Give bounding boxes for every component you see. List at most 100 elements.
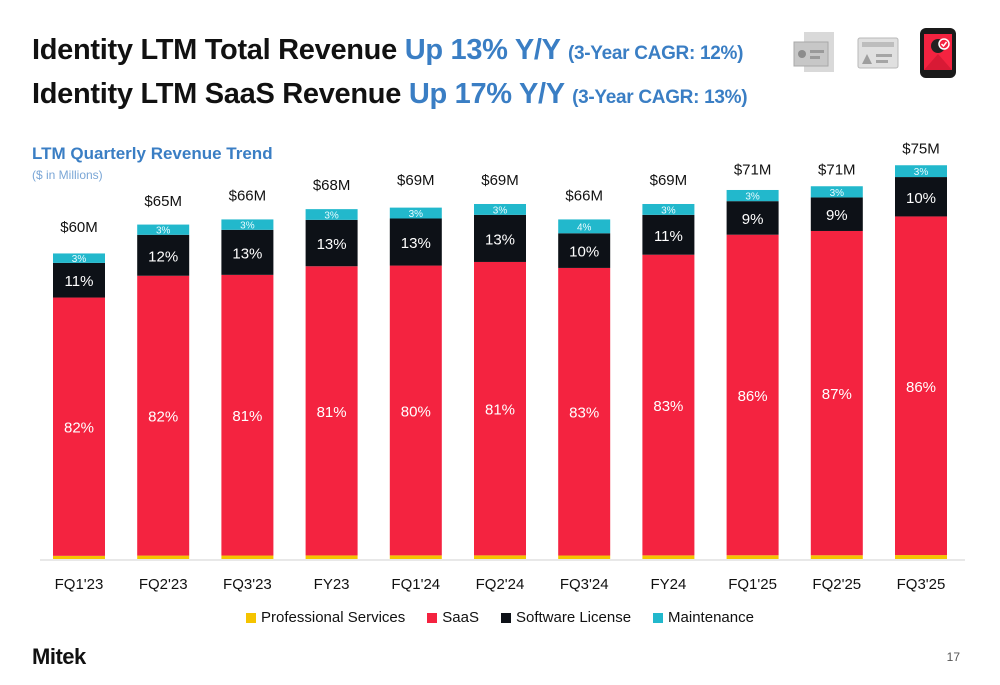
data-label-saas: 83% — [569, 405, 599, 422]
data-label-maintenance: 3% — [493, 205, 508, 216]
legend-swatch-software-license — [500, 612, 511, 623]
headline-saas-prefix: Identity LTM SaaS Revenue — [32, 78, 409, 110]
bar-total-label: $65M — [144, 193, 182, 210]
data-label-software-license: 13% — [317, 236, 347, 253]
chart-subtitle: ($ in Millions) — [32, 168, 103, 182]
headline-total-revenue: Identity LTM Total Revenue Up 13% Y/Y (3… — [32, 34, 743, 67]
bar-segment-saas — [137, 275, 190, 556]
legend-swatch-saas — [427, 612, 438, 623]
data-label-saas: 86% — [906, 379, 936, 396]
data-label-saas: 81% — [485, 402, 515, 419]
bar-segment-professional-services — [726, 555, 779, 559]
bar-segment-professional-services — [474, 555, 526, 559]
data-label-maintenance: 4% — [577, 222, 592, 233]
data-label-saas: 82% — [148, 409, 178, 426]
data-label-maintenance: 3% — [830, 188, 845, 199]
bar-segment-saas — [221, 274, 274, 556]
bar-segment-professional-services — [810, 555, 863, 559]
bar-segment-software-license — [895, 177, 947, 217]
bar-segment-professional-services — [305, 555, 358, 559]
bar-total-label: $68M — [313, 177, 351, 194]
bar-segment-maintenance — [474, 203, 526, 215]
headline-total-cagr: (3-Year CAGR: 12%) — [567, 43, 744, 64]
legend-swatch-professional-services — [246, 612, 257, 623]
bar-segment-software-license — [221, 229, 274, 275]
legend-label-software-license: Software License — [515, 609, 632, 626]
data-label-maintenance: 3% — [409, 209, 424, 220]
bar-segment-saas — [305, 266, 358, 556]
mitek-logo: Mitek — [32, 644, 86, 669]
bar-segment-saas — [474, 261, 526, 556]
bar-segment-saas — [53, 297, 105, 556]
legend-swatch-maintenance — [653, 612, 664, 623]
chart-title: LTM Quarterly Revenue Trend — [32, 144, 273, 163]
x-tick-label: FQ3'24 — [560, 576, 609, 593]
data-label-software-license: 9% — [826, 207, 848, 224]
bar-segment-saas — [726, 234, 779, 556]
x-tick-label: FQ2'24 — [476, 576, 525, 593]
data-label-saas: 80% — [401, 403, 431, 420]
mobile-identity-icon — [910, 24, 966, 85]
bar-segment-professional-services — [221, 555, 274, 559]
legend-label-professional-services: Professional Services — [261, 609, 406, 626]
bar-segment-professional-services — [389, 555, 442, 559]
data-label-maintenance: 3% — [914, 167, 929, 178]
x-tick-label: FQ2'25 — [812, 576, 861, 593]
bar-total-label: $71M — [734, 161, 772, 178]
x-tick-label: FQ3'23 — [223, 576, 272, 593]
id-card-icon — [852, 28, 902, 81]
data-label-software-license: 10% — [569, 244, 599, 261]
bar-segment-saas — [810, 230, 863, 556]
bar-segment-maintenance — [137, 224, 190, 235]
bar-total-label: $71M — [818, 161, 856, 178]
bar-total-label: $69M — [650, 172, 688, 189]
legend-label-saas: SaaS — [442, 609, 479, 626]
data-label-maintenance: 3% — [745, 192, 760, 203]
headline-total-growth: Up 13% Y/Y — [404, 34, 561, 66]
data-label-software-license: 9% — [742, 211, 764, 228]
bar-segment-professional-services — [53, 555, 105, 559]
headline-saas-revenue: Identity LTM SaaS Revenue Up 17% Y/Y (3-… — [32, 78, 748, 111]
bar-segment-software-license — [810, 197, 863, 231]
bar-segment-maintenance — [558, 219, 611, 234]
x-tick-label: FQ1'23 — [55, 576, 104, 593]
legend-item-saas: SaaS — [427, 609, 479, 626]
bar-segment-maintenance — [221, 219, 274, 230]
data-label-maintenance: 3% — [661, 205, 676, 216]
page-number: 17 — [946, 650, 960, 664]
bar-segment-software-license — [305, 219, 358, 267]
bar-segment-software-license — [726, 201, 779, 235]
bar-segment-maintenance — [389, 207, 442, 219]
bar-segment-software-license — [53, 262, 105, 298]
bar-total-label: $60M — [60, 219, 98, 236]
bar-segment-maintenance — [305, 209, 358, 220]
chart-legend: Professional Services SaaS Software Lice… — [0, 609, 1000, 626]
bar-segment-software-license — [389, 218, 442, 266]
legend-item-software-license: Software License — [500, 609, 632, 626]
bar-segment-maintenance — [895, 165, 947, 178]
data-label-saas: 87% — [822, 386, 852, 403]
x-tick-label: FY24 — [650, 576, 686, 593]
bar-segment-saas — [558, 267, 611, 556]
data-label-software-license: 13% — [485, 231, 515, 248]
bar-segment-maintenance — [53, 253, 105, 263]
bar-segment-software-license — [474, 214, 526, 262]
bar-segment-software-license — [137, 234, 190, 276]
data-label-software-license: 13% — [232, 245, 262, 262]
bar-segment-software-license — [558, 233, 611, 268]
bar-segment-maintenance — [642, 203, 695, 215]
data-label-saas: 83% — [653, 398, 683, 415]
data-label-saas: 82% — [64, 420, 94, 437]
bar-segment-maintenance — [726, 189, 779, 202]
bar-segment-saas — [642, 254, 695, 556]
data-label-software-license: 10% — [906, 190, 936, 207]
x-tick-label: FQ2'23 — [139, 576, 188, 593]
check-document-icon — [790, 28, 840, 81]
stacked-bar-chart: 82% 11% 3% $60M FQ1'23 82% 12% 3% $65M FQ2'23 81% 1… — [40, 140, 965, 593]
data-label-software-license: 11% — [654, 228, 683, 245]
bar-total-label: $75M — [902, 140, 940, 157]
legend-item-maintenance: Maintenance — [653, 609, 754, 626]
headline-total-prefix: Identity LTM Total Revenue — [32, 34, 405, 66]
headline-saas-cagr: (3-Year CAGR: 13%) — [572, 87, 748, 108]
bar-segment-software-license — [642, 214, 695, 255]
